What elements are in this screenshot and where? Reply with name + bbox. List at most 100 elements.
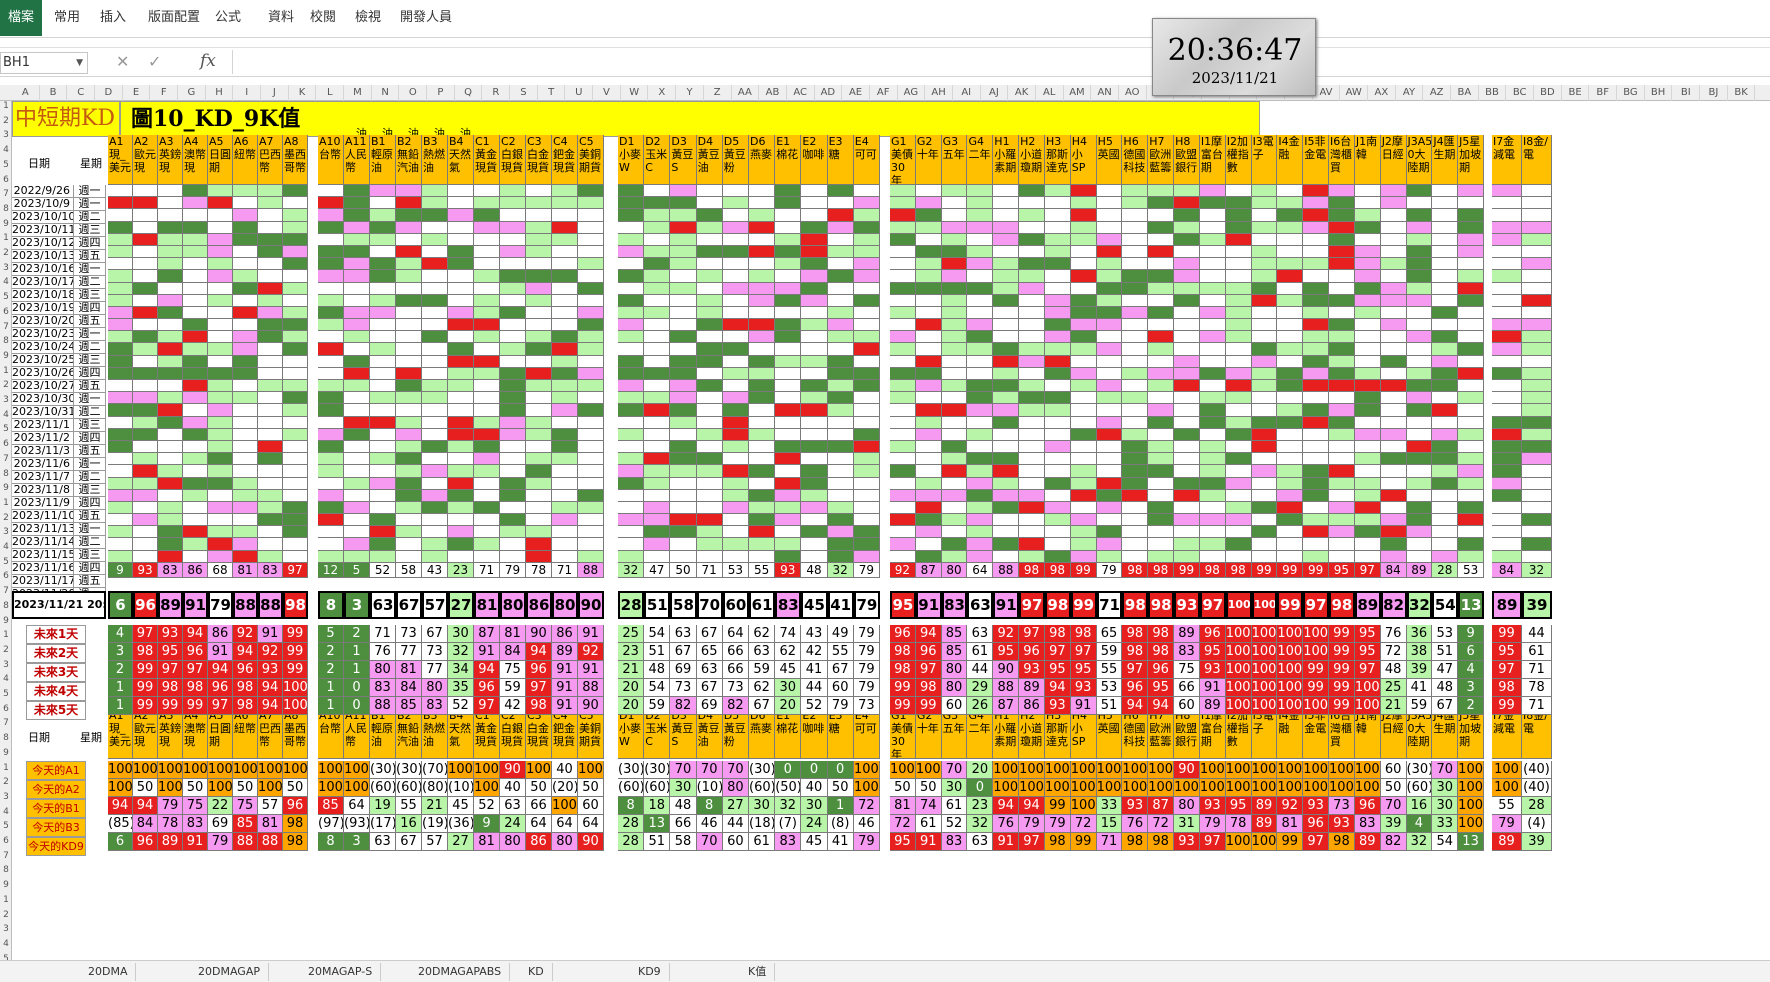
date-cell[interactable]: 2023/10/11: [12, 224, 74, 237]
ribbon-tab-3[interactable]: 版面配置: [148, 10, 201, 25]
history-cell[interactable]: [258, 343, 283, 356]
history-cell[interactable]: [941, 367, 968, 380]
history-cell[interactable]: [618, 453, 645, 466]
history-cell[interactable]: [500, 477, 526, 490]
history-cell[interactable]: [1174, 331, 1200, 344]
history-cell[interactable]: [775, 538, 802, 551]
history-cell[interactable]: [133, 526, 158, 539]
column-header-cell[interactable]: H6 德國 科技: [1122, 709, 1149, 759]
history-cell[interactable]: [670, 294, 697, 307]
history-cell[interactable]: [552, 392, 578, 405]
history-cell[interactable]: [993, 404, 1020, 417]
history-cell[interactable]: [749, 526, 776, 539]
history-cell[interactable]: [1044, 209, 1071, 222]
row-number[interactable]: 9: [3, 880, 9, 891]
history-cell[interactable]: [722, 428, 749, 441]
history-cell[interactable]: [1174, 380, 1200, 393]
history-cell[interactable]: [967, 355, 994, 368]
history-cell[interactable]: [422, 319, 448, 332]
history-cell[interactable]: [108, 294, 133, 307]
history-cell[interactable]: [853, 550, 880, 563]
history-cell[interactable]: [722, 404, 749, 417]
today-cell[interactable]: 100: [258, 761, 283, 779]
future-cell[interactable]: 66: [722, 643, 749, 661]
history-cell[interactable]: [890, 367, 916, 380]
history-cell[interactable]: [552, 185, 578, 198]
history-cell[interactable]: [1070, 306, 1097, 320]
future-cell[interactable]: 44: [967, 661, 994, 679]
today-cell[interactable]: 40: [801, 779, 828, 797]
history-cell[interactable]: [1251, 221, 1278, 234]
row-number[interactable]: 5: [3, 292, 9, 303]
history-cell[interactable]: [578, 477, 604, 490]
history-cell[interactable]: [318, 404, 344, 417]
history-cell[interactable]: [1303, 306, 1330, 320]
history-cell[interactable]: [1096, 258, 1123, 271]
history-cell[interactable]: [827, 245, 854, 259]
history-cell[interactable]: [318, 221, 344, 234]
column-header-cell[interactable]: D1 小麥 W: [618, 709, 645, 759]
history-cell[interactable]: [618, 221, 645, 234]
future-cell[interactable]: 99: [133, 661, 158, 679]
history-cell[interactable]: [233, 526, 258, 539]
future-cell[interactable]: 77: [396, 643, 422, 661]
history-cell[interactable]: [474, 355, 500, 368]
history-cell[interactable]: [578, 319, 604, 332]
date-cell[interactable]: 2023/11/3: [12, 445, 74, 458]
today-cell[interactable]: 30: [801, 797, 828, 815]
history-cell[interactable]: [941, 270, 968, 283]
future-cell[interactable]: 98: [133, 643, 158, 661]
history-cell[interactable]: [1432, 331, 1459, 344]
future-cell[interactable]: 67: [696, 625, 723, 643]
history-cell[interactable]: [1522, 538, 1552, 551]
history-cell[interactable]: [233, 197, 258, 210]
future-cell[interactable]: 94: [183, 625, 208, 643]
history-cell[interactable]: [233, 331, 258, 344]
history-cell[interactable]: [158, 538, 183, 551]
history-cell[interactable]: [1406, 294, 1433, 307]
history-cell[interactable]: [801, 489, 828, 502]
history-cell[interactable]: [618, 270, 645, 283]
history-cell[interactable]: 84: [1380, 562, 1407, 578]
today-cell[interactable]: 100: [853, 761, 880, 779]
history-cell[interactable]: [283, 294, 308, 307]
history-cell[interactable]: [1148, 331, 1175, 344]
history-cell[interactable]: [578, 221, 604, 234]
history-cell[interactable]: [1380, 209, 1407, 222]
history-cell[interactable]: [108, 355, 133, 368]
history-cell[interactable]: [1199, 233, 1226, 246]
history-cell[interactable]: [749, 294, 776, 307]
today-cell[interactable]: 79: [1019, 815, 1045, 833]
history-cell[interactable]: [208, 392, 233, 405]
future-cell[interactable]: 100: [1225, 625, 1252, 643]
history-cell[interactable]: [370, 343, 396, 356]
history-cell[interactable]: [941, 465, 968, 478]
history-cell[interactable]: [1380, 221, 1407, 234]
history-cell[interactable]: [1354, 282, 1381, 295]
today-cell[interactable]: 41: [827, 833, 854, 851]
history-cell[interactable]: [158, 440, 183, 454]
future-cell[interactable]: 94: [258, 679, 283, 697]
history-cell[interactable]: [208, 538, 233, 551]
history-cell[interactable]: [1122, 294, 1149, 307]
today-cell[interactable]: 13: [1458, 833, 1484, 851]
history-cell[interactable]: [644, 489, 671, 502]
history-cell[interactable]: [1380, 477, 1407, 490]
column-header-AX[interactable]: AX: [1368, 85, 1396, 101]
history-cell[interactable]: [1044, 270, 1071, 283]
column-header-G[interactable]: G: [178, 85, 206, 101]
history-cell[interactable]: [1096, 343, 1123, 356]
history-cell[interactable]: [696, 221, 723, 234]
history-cell[interactable]: [370, 477, 396, 490]
history-cell[interactable]: 87: [915, 562, 942, 578]
history-cell[interactable]: [993, 294, 1020, 307]
history-cell[interactable]: [233, 550, 258, 563]
history-cell[interactable]: [1522, 270, 1552, 283]
today-cell[interactable]: 28: [1522, 797, 1552, 815]
history-cell[interactable]: [1225, 440, 1252, 454]
today-cell[interactable]: 100: [1329, 779, 1355, 797]
history-cell[interactable]: [1432, 514, 1459, 527]
history-cell[interactable]: [233, 270, 258, 283]
history-cell[interactable]: [1225, 331, 1252, 344]
history-cell[interactable]: [108, 270, 133, 283]
